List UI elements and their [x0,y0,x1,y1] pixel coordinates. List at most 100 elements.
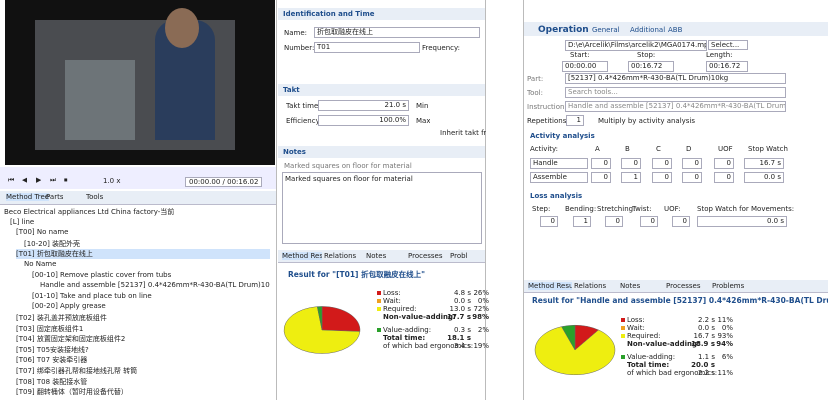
input-field[interactable]: T01 [314,42,420,53]
label[interactable]: Multiply by activity analysis [598,117,696,125]
label: 18.1 s [447,334,471,342]
label[interactable]: Relations [324,252,357,260]
input-field[interactable]: Handle [530,158,588,169]
label: Bending: [565,205,597,213]
input-field[interactable]: 0.0 s [744,172,784,183]
label[interactable]: Parts [46,193,64,201]
input-field[interactable]: Select... [708,40,748,50]
label[interactable]: [T04] 放置固定架和固定底板组件2 [16,335,126,344]
label[interactable]: [L] line [10,217,35,226]
label: C [656,145,661,153]
input-field[interactable]: 折包取融皮在线上 [314,27,480,38]
label[interactable]: [T05] T05安装接地线? [16,345,89,354]
input-field[interactable]: 0 [591,158,611,169]
label[interactable]: [T02] 装孔盖并预放底板组件 [16,314,107,322]
label: 2.2 s [697,316,715,324]
label[interactable]: No Name [24,260,57,268]
label[interactable]: Method Tree [6,193,50,201]
label[interactable]: Inherit takt fr [440,129,487,137]
label[interactable]: Relations [574,282,607,290]
label: B [625,145,630,153]
input-field[interactable]: 0 [682,172,702,183]
label[interactable]: General [592,26,620,34]
label[interactable]: Method Result [282,252,322,260]
player-button[interactable]: ▶ [36,176,42,184]
input-field[interactable]: 100.0% [318,115,409,126]
label[interactable]: [T06] T07 安装牵引器 [16,356,88,365]
label: 2% [477,326,489,334]
input-field[interactable]: D:\e\Arcelik\Films\arcelik2\MGA0174.mp4 [565,40,707,51]
label: Min [416,102,429,110]
label: Tool: [527,89,543,97]
input-field[interactable]: 0 [714,158,734,169]
label[interactable]: Probl [450,252,468,260]
input-field[interactable]: 00:00.00 [562,61,608,72]
player-button[interactable]: ⏭ [50,176,57,184]
label[interactable]: Problems [712,282,745,290]
input-field[interactable]: 0 [640,216,658,227]
label[interactable]: [T01] 折包取融皮在线上 [16,249,270,260]
input-field[interactable]: 0 [672,216,690,227]
input-field[interactable]: 0 [652,158,672,169]
pie-slice [561,324,576,351]
input-field[interactable]: 0 [652,172,672,183]
right-result-tabs [524,280,828,293]
input-field[interactable]: Search tools... [565,87,786,98]
label: 18.9 s [691,340,715,348]
label[interactable]: [T00] No name [16,228,69,237]
input-field[interactable]: 16.7 s [744,158,784,169]
input-field[interactable]: 0 [540,216,558,227]
input-field[interactable]: [52137] 0.4*426mm*R-430-BA(TL Drum)10kg [565,73,786,84]
label[interactable]: Notes [620,282,641,290]
input-field[interactable]: 1 [566,115,584,126]
label: A [595,145,600,153]
label: 11% [717,369,733,377]
label: 0.0 s [453,297,471,305]
input-field[interactable]: 1 [573,216,591,227]
label[interactable]: Processes [666,282,701,290]
label[interactable]: [T03] 固定底板组件1 [16,324,84,333]
input-field[interactable]: 0.0 s [697,216,787,227]
label: Value-adding: [383,326,432,334]
label[interactable]: [00-10] Remove plastic cover from tubs [32,270,172,279]
label: Value-adding: [627,353,676,361]
input-field[interactable]: 00:16.72 [628,61,674,72]
player-button[interactable]: ⏹ [64,176,68,184]
input-field[interactable]: 0 [714,172,734,183]
input-field[interactable]: 1 [621,172,641,183]
label[interactable]: ABB [668,26,683,34]
label[interactable]: Method Result [528,282,572,290]
label[interactable]: [00-20] Apply grease [32,302,106,311]
label[interactable]: Beco Electrical appliances Ltd China fac… [4,208,175,216]
input-field[interactable]: 00:16.72 [706,61,748,72]
label: UOF [718,145,733,153]
input-field[interactable]: 0 [591,172,611,183]
label[interactable]: [01-10] Take and place tub on line [32,291,152,300]
label: 11% [717,316,733,324]
label[interactable]: [T08] T08 装配接水管 [16,377,88,386]
label[interactable]: [T07] 绑牵引器孔帮和接地线孔帮 转筒 [16,367,138,375]
label[interactable]: Processes [408,252,443,260]
label: Efficiency: [286,117,322,125]
label[interactable]: Notes [366,252,387,260]
label[interactable]: [10-20] 装配外壳 [24,239,81,248]
label: Stop: [637,51,656,59]
label: Total time: [627,361,670,369]
label[interactable]: Additional [630,26,666,34]
label: 26% [473,289,489,297]
input-field[interactable]: 0 [682,158,702,169]
player-button[interactable]: ◀ [22,176,28,184]
player-button[interactable]: ⏮ [8,176,15,184]
notes-field[interactable] [282,172,482,244]
input-field[interactable]: 21.0 s [318,100,409,111]
label: 0% [721,324,733,332]
label[interactable]: Handle and assemble [52137] 0.4*426mm*R-… [40,281,270,290]
input-field[interactable]: Handle and assemble [52137] 0.4*426mm*R-… [565,101,786,112]
label[interactable]: Tools [86,193,104,201]
label[interactable]: [T09] 翻转桶体（暂时用设备代替） [16,388,128,397]
input-field[interactable]: 0 [621,158,641,169]
label[interactable]: 1.0 x [103,177,121,185]
input-field[interactable]: Assemble [530,172,588,183]
label: Identification and Time [283,10,375,18]
input-field[interactable]: 0 [605,216,623,227]
